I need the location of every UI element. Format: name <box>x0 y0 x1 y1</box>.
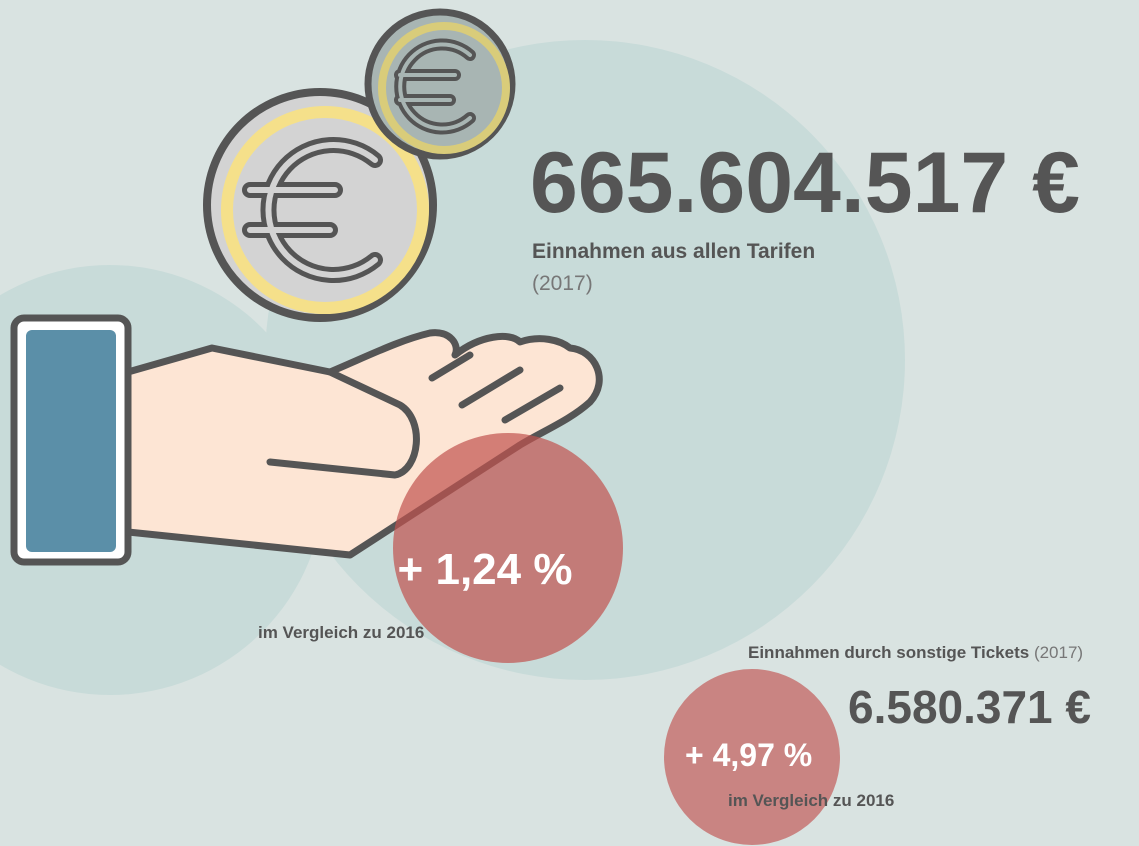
secondary-year: (2017) <box>1034 643 1083 662</box>
main-amount: 665.604.517 € <box>530 135 1080 231</box>
secondary-amount: 6.580.371 € <box>848 681 1091 733</box>
change-circle <box>664 669 840 845</box>
secondary-label: Einnahmen durch sonstige Tickets <box>748 643 1029 662</box>
coin-icon <box>203 88 437 322</box>
secondary-change: + 4,97 % <box>685 737 812 773</box>
main-year: (2017) <box>532 272 593 295</box>
change-circle <box>393 433 623 663</box>
coin-icon <box>364 8 516 160</box>
main-comparison: im Vergleich zu 2016 <box>258 623 424 642</box>
main-change: + 1,24 % <box>398 545 573 594</box>
secondary-comparison: im Vergleich zu 2016 <box>728 791 894 810</box>
secondary-label-line: Einnahmen durch sonstige Tickets (2017) <box>748 643 1083 662</box>
hand-icon <box>10 314 603 566</box>
main-label: Einnahmen aus allen Tarifen <box>532 240 815 263</box>
